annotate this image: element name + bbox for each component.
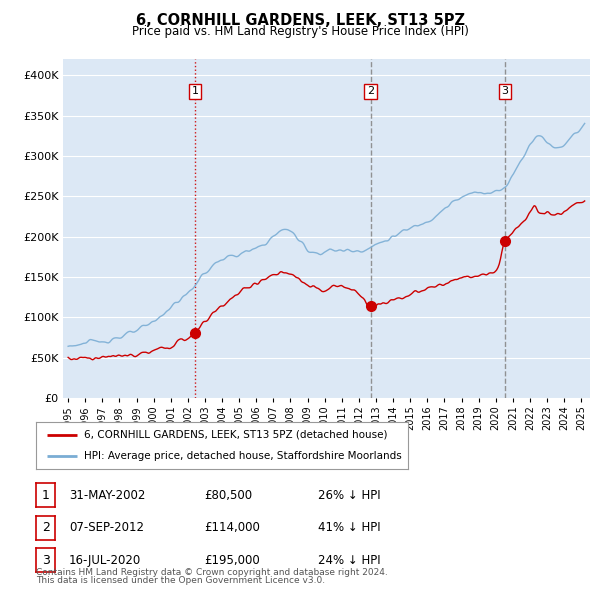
Text: 2: 2 (41, 521, 50, 535)
Text: 2: 2 (367, 86, 374, 96)
Text: Contains HM Land Registry data © Crown copyright and database right 2024.: Contains HM Land Registry data © Crown c… (36, 568, 388, 577)
Text: Price paid vs. HM Land Registry's House Price Index (HPI): Price paid vs. HM Land Registry's House … (131, 25, 469, 38)
Text: This data is licensed under the Open Government Licence v3.0.: This data is licensed under the Open Gov… (36, 576, 325, 585)
Text: 24% ↓ HPI: 24% ↓ HPI (318, 553, 380, 567)
Text: £195,000: £195,000 (204, 553, 260, 567)
Text: 07-SEP-2012: 07-SEP-2012 (69, 521, 144, 535)
Text: 6, CORNHILL GARDENS, LEEK, ST13 5PZ: 6, CORNHILL GARDENS, LEEK, ST13 5PZ (136, 13, 464, 28)
Text: 31-MAY-2002: 31-MAY-2002 (69, 489, 145, 502)
Text: £80,500: £80,500 (204, 489, 252, 502)
Text: 1: 1 (191, 86, 199, 96)
Text: 1: 1 (41, 489, 50, 502)
Text: 41% ↓ HPI: 41% ↓ HPI (318, 521, 380, 535)
Text: HPI: Average price, detached house, Staffordshire Moorlands: HPI: Average price, detached house, Staf… (85, 451, 402, 461)
Text: 3: 3 (41, 553, 50, 567)
Text: 3: 3 (502, 86, 508, 96)
Text: 26% ↓ HPI: 26% ↓ HPI (318, 489, 380, 502)
Text: £114,000: £114,000 (204, 521, 260, 535)
Text: 16-JUL-2020: 16-JUL-2020 (69, 553, 141, 567)
Text: 6, CORNHILL GARDENS, LEEK, ST13 5PZ (detached house): 6, CORNHILL GARDENS, LEEK, ST13 5PZ (det… (85, 430, 388, 440)
